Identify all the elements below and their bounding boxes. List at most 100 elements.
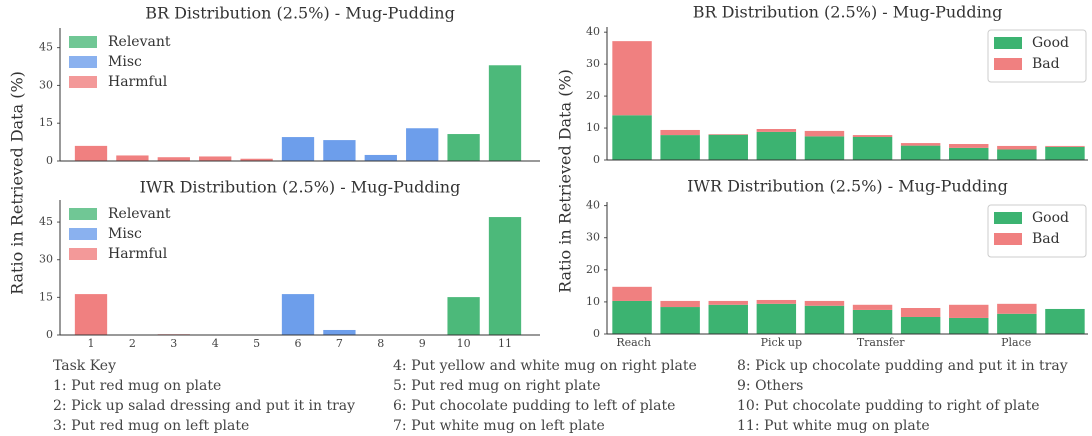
bar — [997, 145, 1037, 150]
bar — [756, 129, 797, 132]
task-key-item: 9: Others — [737, 378, 803, 394]
bar — [997, 303, 1037, 314]
task-key-item: 2: Pick up salad dressing and put it in … — [53, 398, 355, 414]
y-tick-label: 0 — [46, 328, 53, 341]
chart-title: BR Distribution (2.5%) - Mug-Pudding — [693, 3, 1003, 22]
y-tick-label: 10 — [586, 295, 600, 308]
task-key-item: 8: Pick up chocolate pudding and put it … — [737, 358, 1068, 374]
y-tick-label: 0 — [46, 154, 53, 167]
y-tick-label: 0 — [593, 153, 600, 166]
legend-label: Misc — [108, 54, 142, 70]
y-tick-label: 15 — [39, 116, 53, 129]
chart-title: BR Distribution (2.5%) - Mug-Pudding — [145, 4, 455, 23]
bar — [804, 300, 845, 306]
legend-label: Bad — [1032, 231, 1060, 247]
bar — [756, 303, 797, 334]
task-key-item: 3: Put red mug on left plate — [53, 418, 249, 434]
legend-swatch — [69, 248, 97, 260]
bar — [157, 157, 190, 161]
y-tick-label: 40 — [586, 199, 600, 212]
legend-swatch — [994, 58, 1022, 70]
bar — [488, 217, 522, 335]
legend-swatch — [69, 208, 97, 220]
bar — [900, 316, 941, 334]
y-tick-label: 30 — [586, 57, 600, 70]
legend-label: Bad — [1032, 56, 1060, 72]
bar — [488, 65, 522, 161]
y-axis-label: Ratio in Retrieved Data (%) — [8, 71, 27, 295]
bar — [406, 128, 439, 161]
x-tick-label: 1 — [88, 337, 95, 350]
x-tick-label: Transfer — [857, 336, 905, 349]
bar — [281, 137, 315, 161]
bar — [949, 144, 989, 148]
y-tick-label: 40 — [586, 25, 600, 38]
x-tick-label: 5 — [253, 337, 260, 350]
bar — [708, 300, 748, 305]
x-tick-label: 2 — [129, 337, 136, 350]
legend-label: Relevant — [108, 34, 171, 50]
y-tick-label: 30 — [39, 78, 53, 91]
bar — [852, 309, 893, 334]
legend-label: Good — [1032, 35, 1069, 51]
y-tick-label: 45 — [39, 215, 53, 228]
bar — [323, 329, 356, 335]
x-tick-label: 8 — [377, 337, 384, 350]
task-key-item: 4: Put yellow and white mug on right pla… — [393, 358, 697, 374]
x-tick-label: Reach — [616, 336, 651, 349]
bar — [1045, 145, 1085, 147]
y-tick-label: 0 — [593, 327, 600, 340]
legend-swatch — [69, 56, 97, 68]
x-tick-label: 11 — [498, 337, 512, 350]
legend-label: Relevant — [108, 206, 171, 222]
legend-label: Harmful — [108, 246, 168, 262]
task-key-item: 6: Put chocolate pudding to left of plat… — [393, 398, 675, 414]
bar — [708, 134, 748, 135]
bar — [900, 308, 941, 317]
y-tick-label: 30 — [586, 231, 600, 244]
bar — [804, 305, 845, 334]
bar — [74, 145, 108, 161]
bar — [612, 300, 652, 334]
legend-swatch — [69, 76, 97, 88]
bar — [74, 294, 108, 335]
legend-swatch — [994, 212, 1022, 224]
bar — [756, 299, 797, 304]
task-key-item: 5: Put red mug on right plate — [393, 378, 601, 394]
y-tick-label: 20 — [586, 263, 600, 276]
x-tick-label: 3 — [170, 337, 177, 350]
x-tick-label: Place — [1001, 336, 1031, 349]
bar — [660, 129, 700, 136]
x-tick-label: Pick up — [761, 336, 802, 349]
legend-swatch — [994, 233, 1022, 245]
legend-label: Good — [1032, 210, 1069, 226]
y-axis-label: Ratio in Retrieved Data (%) — [556, 69, 575, 293]
legend-swatch — [69, 228, 97, 240]
bar — [281, 294, 315, 335]
x-tick-label: 4 — [212, 337, 219, 350]
bar — [612, 115, 652, 160]
y-tick-label: 10 — [586, 121, 600, 134]
task-key-item: 11: Put white mug on plate — [737, 418, 930, 434]
bar — [199, 156, 232, 161]
bar — [949, 147, 989, 160]
task-key-item: 7: Put white mug on left plate — [393, 418, 605, 434]
bar — [949, 304, 989, 318]
bar — [852, 136, 893, 160]
bar — [997, 313, 1037, 334]
legend-swatch — [994, 37, 1022, 49]
bar — [708, 304, 748, 334]
bar — [447, 297, 480, 335]
bar — [323, 140, 356, 161]
y-tick-label: 20 — [586, 89, 600, 102]
x-tick-label: 9 — [419, 337, 426, 350]
bar — [1045, 146, 1085, 160]
x-tick-label: 7 — [336, 337, 343, 350]
bar — [660, 300, 700, 308]
legend-label: Harmful — [108, 74, 168, 90]
task-key-item: 10: Put chocolate pudding to right of pl… — [737, 398, 1040, 414]
task-key-item: 1: Put red mug on plate — [53, 378, 221, 394]
bar — [447, 134, 480, 161]
bar — [804, 136, 845, 160]
bar — [708, 134, 748, 160]
